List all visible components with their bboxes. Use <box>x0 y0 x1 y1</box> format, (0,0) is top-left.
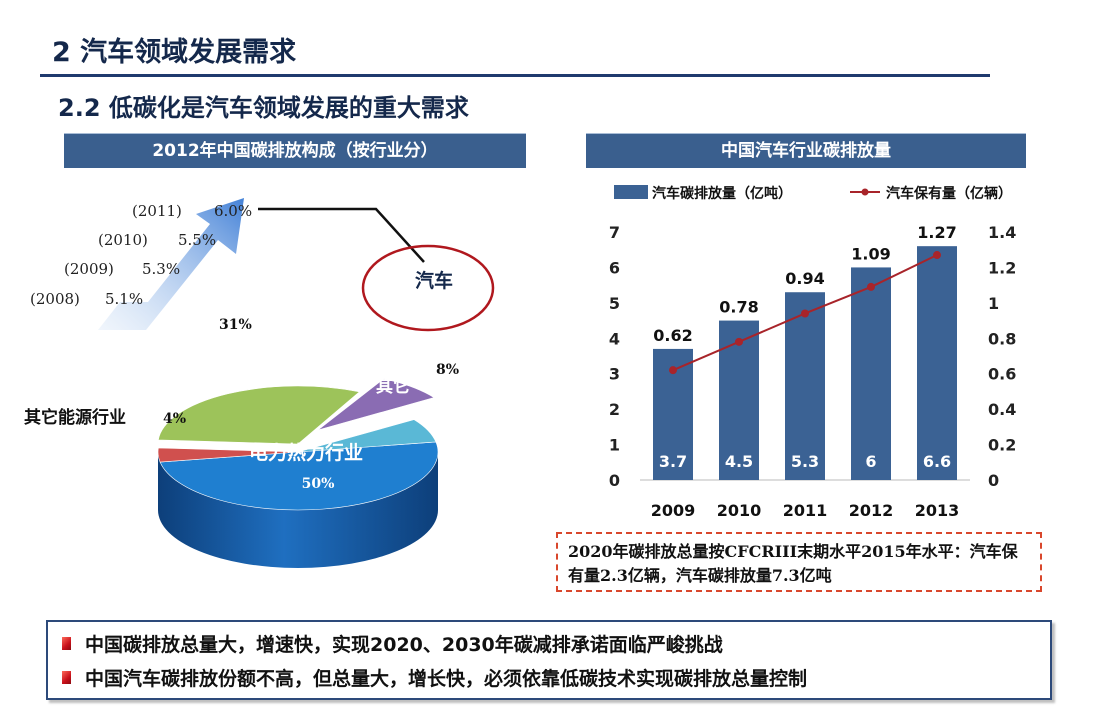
legend-bar-label: 汽车碳排放量（亿吨） <box>652 185 792 202</box>
left-axis-tick: 7 <box>609 223 620 242</box>
left-axis-tick: 4 <box>609 329 620 348</box>
right-axis-tick: 0.6 <box>988 365 1016 384</box>
category-label: 2010 <box>717 501 762 520</box>
red-bullet-icon <box>62 671 71 684</box>
history-value-2010: 5.5% <box>178 231 216 249</box>
summary-box: 中国碳排放总量大，增速快，实现2020、2030年碳减排承诺面临严峻挑战 中国汽… <box>46 620 1052 700</box>
right-axis-tick: 0.4 <box>988 400 1016 419</box>
legend-line-label: 汽车保有量（亿辆） <box>886 185 1012 202</box>
car-label: 汽车 <box>415 269 453 292</box>
left-axis-tick: 6 <box>609 258 620 277</box>
line-point <box>735 337 743 346</box>
right-axis-tick: 0.8 <box>988 329 1016 348</box>
bar <box>851 267 891 480</box>
line-value-label: 0.94 <box>785 269 824 288</box>
history-value-2009: 5.3% <box>142 260 180 278</box>
pie-slice-transport <box>297 419 437 453</box>
right-axis-ticks: 0 0.2 0.4 0.6 0.8 1 1.2 1.4 <box>988 223 1016 490</box>
slice-label-power: 电力热力行业 <box>249 441 363 464</box>
subsection-title: 2.2 低碳化是汽车领域发展的重大需求 <box>58 94 469 122</box>
section-title: 2 汽车领域发展需求 <box>52 37 297 68</box>
left-axis-tick: 0 <box>609 471 620 490</box>
left-axis-tick: 1 <box>609 436 620 455</box>
pie-chart: (2008) 5.1% (2009) 5.3% (2010) 5.5% (201… <box>24 198 495 568</box>
slice-value-power: 50% <box>302 476 335 492</box>
right-axis-tick: 0.2 <box>988 436 1016 455</box>
slice-label-other-fragment: 其它 <box>376 376 410 397</box>
history-value-2008: 5.1% <box>105 290 143 308</box>
slice-label-industry-fragment: 行业 <box>240 346 275 367</box>
right-axis-tick: 0 <box>988 471 999 490</box>
line-value-label: 1.27 <box>917 223 956 242</box>
line-point <box>933 251 941 260</box>
summary-bullet-1: 中国碳排放总量大，增速快，实现2020、2030年碳减排承诺面临严峻挑战 <box>62 630 723 657</box>
legend-bar-swatch <box>614 185 648 199</box>
pie-slice-other <box>317 378 435 431</box>
bar-value-label: 3.7 <box>659 452 687 471</box>
red-bullet-icon <box>62 637 71 650</box>
note-box: 2020年碳排放总量按CFCRIII末期水平2015年水平：汽车保有量2.3亿辆… <box>556 532 1042 592</box>
pie-slice-other-energy <box>157 447 299 463</box>
left-axis-tick: 5 <box>609 294 620 313</box>
bar-value-label: 6 <box>865 452 876 471</box>
history-year-2009: (2009) <box>64 260 114 278</box>
connector-line <box>258 207 425 263</box>
right-axis-tick: 1.2 <box>988 258 1016 277</box>
right-axis-tick: 1.4 <box>988 223 1016 242</box>
bar-value-label: 4.5 <box>725 452 753 471</box>
category-label: 2013 <box>915 501 960 520</box>
bar-chart-title: 中国汽车行业碳排放量 <box>586 133 1026 168</box>
history-year-2011: (2011) <box>132 202 182 220</box>
line-value-label: 0.78 <box>719 298 758 317</box>
left-axis-ticks: 0 1 2 3 4 5 6 7 <box>609 223 620 490</box>
pie-slice-industry <box>157 385 361 445</box>
line-value-label: 0.62 <box>653 326 692 345</box>
pie-slices <box>157 378 439 511</box>
line-series <box>669 251 941 375</box>
history-year-2008: (2008) <box>30 290 80 308</box>
line-point <box>669 366 677 375</box>
history-year-2010: (2010) <box>98 231 148 249</box>
category-label: 2012 <box>849 501 894 520</box>
summary-text-2: 中国汽车碳排放份额不高，但总量大，增长快，必须依靠低碳技术实现碳排放总量控制 <box>85 668 808 690</box>
right-axis-tick: 1 <box>988 294 999 313</box>
bar-value-label: 6.6 <box>923 452 951 471</box>
summary-text-1: 中国碳排放总量大，增速快，实现2020、2030年碳减排承诺面临严峻挑战 <box>85 634 723 656</box>
bar-value-label: 5.3 <box>791 452 819 471</box>
pie-chart-title: 2012年中国碳排放构成（按行业分） <box>64 133 526 168</box>
line-value-label: 1.09 <box>851 244 890 263</box>
bar <box>917 246 957 480</box>
category-label: 2009 <box>651 501 696 520</box>
pie-slice-power <box>159 441 439 511</box>
summary-bullet-2: 中国汽车碳排放份额不高，但总量大，增长快，必须依靠低碳技术实现碳排放总量控制 <box>62 664 807 691</box>
legend-line-marker <box>861 188 869 196</box>
bar-series: 3.7 0.62 4.5 0.78 5.3 0.94 6 1.09 6.6 1.27 <box>653 223 957 480</box>
car-highlight-ellipse <box>361 244 495 332</box>
title-rule <box>40 74 990 77</box>
slice-value-industry: 31% <box>219 317 252 333</box>
history-value-2011: 6.0% <box>214 202 252 220</box>
left-axis-tick: 3 <box>609 365 620 384</box>
slice-value-other: 8% <box>436 362 459 378</box>
x-axis-categories: 2009 2010 2011 2012 2013 <box>651 501 960 520</box>
slice-value-other-energy: 4% <box>163 411 186 427</box>
bar-line-chart: 汽车碳排放量（亿吨） 汽车保有量（亿辆） 0 1 2 3 4 5 6 7 0 0.2 0.4 0.6… <box>609 185 1016 520</box>
line-point <box>801 309 809 318</box>
bar <box>785 292 825 480</box>
left-axis-tick: 2 <box>609 400 620 419</box>
slice-label-other-energy: 其它能源行业 <box>24 407 126 428</box>
growth-arrow <box>98 198 244 330</box>
line-point <box>867 282 875 291</box>
category-label: 2011 <box>783 501 828 520</box>
